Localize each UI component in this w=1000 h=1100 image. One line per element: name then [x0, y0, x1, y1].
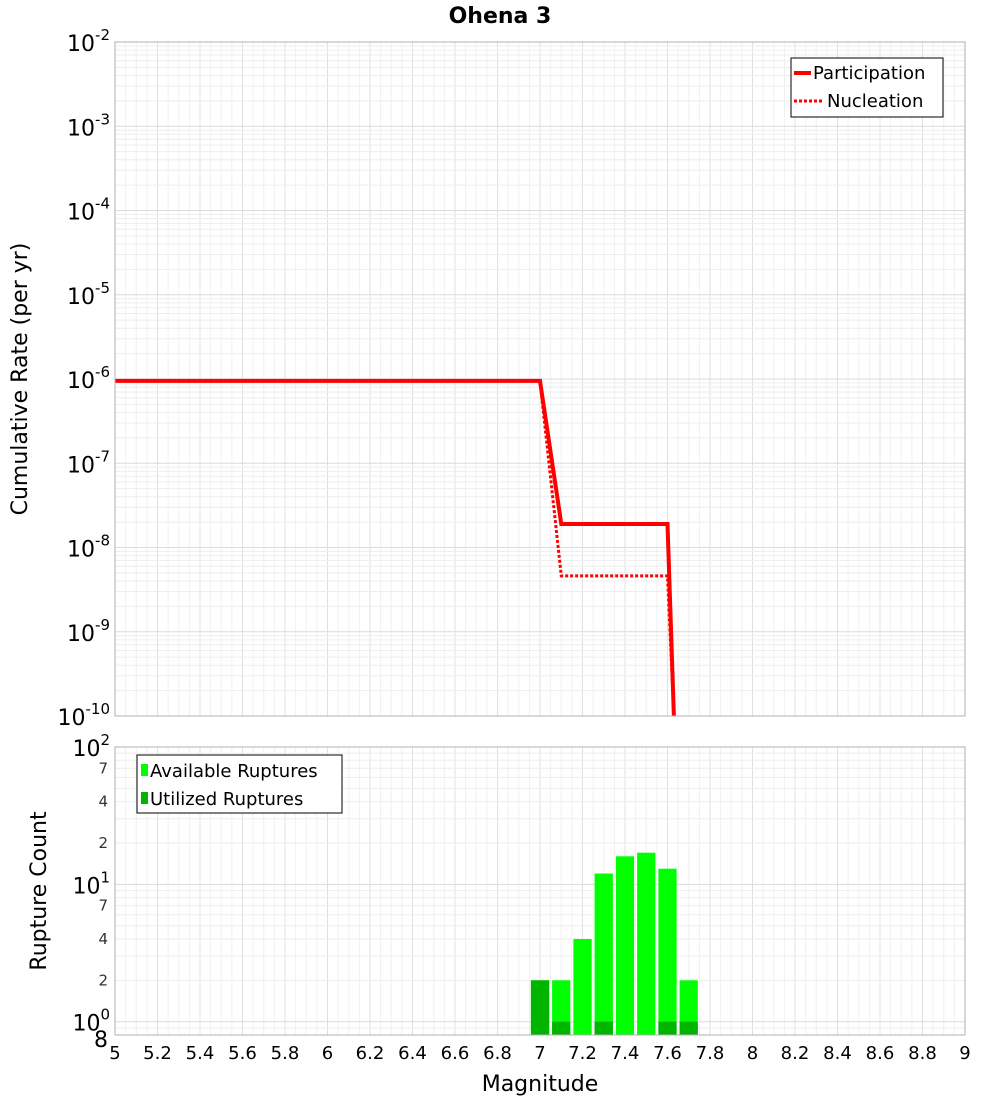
bottom-legend-box: [136, 754, 343, 814]
bottom-legend: Available Ruptures Utilized Ruptures: [136, 754, 343, 814]
x-tick-label: 5.2: [143, 1043, 172, 1064]
bottom-y-tick-labels: 102 101 100 7 4 2 7 4 2 8: [72, 731, 110, 1053]
bar-available: [552, 980, 571, 1035]
top-y-tick-label: 10-10: [58, 700, 111, 731]
x-tick-label: 7.8: [696, 1043, 725, 1064]
top-y-tick-label: 10-5: [67, 279, 110, 310]
bottom-plot-frame: [114, 746, 966, 1036]
legend-swatch-available: [141, 764, 148, 776]
x-axis-label: Magnitude: [482, 1072, 599, 1097]
top-y-tick-label: 10-2: [67, 26, 110, 57]
bar-available: [637, 852, 656, 1035]
bar-available: [573, 939, 592, 1035]
x-tick-label: 9: [959, 1043, 970, 1064]
bottom-y-tick-label: 100: [72, 1006, 110, 1037]
top-y-tick-label: 10-6: [67, 363, 110, 394]
x-tick-label: 7.2: [568, 1043, 597, 1064]
bar-utilized: [552, 1021, 571, 1035]
top-y-tick-label: 10-7: [67, 447, 110, 478]
x-tick-label: 7: [534, 1043, 545, 1064]
top-plot-frame: [114, 41, 966, 717]
x-tick-labels: 5 5.2 5.4 5.6 5.8 6 6.2 6.4 6.6 6.8 7 7.2 7.4 7.6 7.8 8…: [109, 1043, 970, 1064]
bottom-y-minor-tick-label: 7: [98, 759, 108, 777]
x-tick-label: 6.4: [398, 1043, 427, 1064]
x-tick-label: 5.8: [271, 1043, 300, 1064]
line-nucleation: [115, 379, 676, 716]
bottom-y-tick-label: 102: [72, 731, 110, 762]
x-tick-label: 8.2: [781, 1043, 810, 1064]
legend-label-available: Available Ruptures: [150, 761, 318, 782]
bottom-y-minor-tick-label: 4: [98, 793, 108, 811]
top-legend: Participation Nucleation: [790, 57, 944, 118]
top-y-axis-label: Cumulative Rate (per yr): [8, 243, 33, 516]
x-tick-label: 6.6: [441, 1043, 470, 1064]
bar-available: [658, 868, 677, 1035]
legend-label-participation: Participation: [813, 63, 925, 84]
x-tick-label: 7.6: [653, 1043, 682, 1064]
bottom-y-minor-tick-label: 2: [98, 834, 108, 852]
x-tick-label: 6.2: [356, 1043, 385, 1064]
bottom-y-minor-tick-label: 4: [98, 930, 108, 948]
bars: [530, 852, 698, 1035]
top-y-tick-label: 10-3: [67, 110, 110, 141]
bar-utilized: [594, 1021, 613, 1035]
bottom-y-minor-tick-label: 7: [98, 897, 108, 915]
legend-label-utilized: Utilized Ruptures: [150, 789, 303, 810]
top-y-tick-label: 10-8: [67, 532, 110, 563]
x-tick-label: 6: [322, 1043, 333, 1064]
chart-title: Ohena 3: [449, 4, 552, 29]
top-y-tick-label: 10-4: [67, 195, 110, 226]
bar-available: [615, 856, 635, 1035]
legend-label-nucleation: Nucleation: [827, 91, 923, 112]
bar-utilized: [679, 1021, 698, 1035]
x-tick-label: 8.4: [823, 1043, 852, 1064]
x-tick-label: 6.8: [483, 1043, 512, 1064]
bar-utilized: [658, 1021, 677, 1035]
rate-lines: [115, 378, 676, 716]
x-tick-label: 8.6: [866, 1043, 895, 1064]
top-legend-box: [790, 57, 944, 118]
bar-available: [679, 980, 698, 1035]
x-tick-label: 7.4: [611, 1043, 640, 1064]
line-participation: [115, 378, 676, 716]
top-y-tick-label: 10-9: [67, 616, 110, 647]
top-y-tick-labels: 10-2 10-3 10-4 10-5 10-6 10-7 10-8 10-9 10-10: [58, 26, 111, 731]
x-tick-label: 5.6: [228, 1043, 257, 1064]
legend-swatch-utilized: [141, 792, 148, 804]
x-tick-label: 8: [747, 1043, 758, 1064]
bottom-y-tick-label: 101: [72, 868, 110, 899]
bar-utilized: [530, 980, 550, 1035]
x-tick-label: 5.4: [186, 1043, 215, 1064]
bottom-y-axis-label: Rupture Count: [27, 811, 52, 971]
bar-available: [594, 873, 613, 1035]
x-tick-label: 5: [109, 1043, 120, 1064]
x-tick-label: 8.8: [908, 1043, 937, 1064]
bottom-y-minor-tick-label: 8: [94, 1028, 108, 1053]
bottom-y-minor-tick-label: 2: [98, 971, 108, 989]
